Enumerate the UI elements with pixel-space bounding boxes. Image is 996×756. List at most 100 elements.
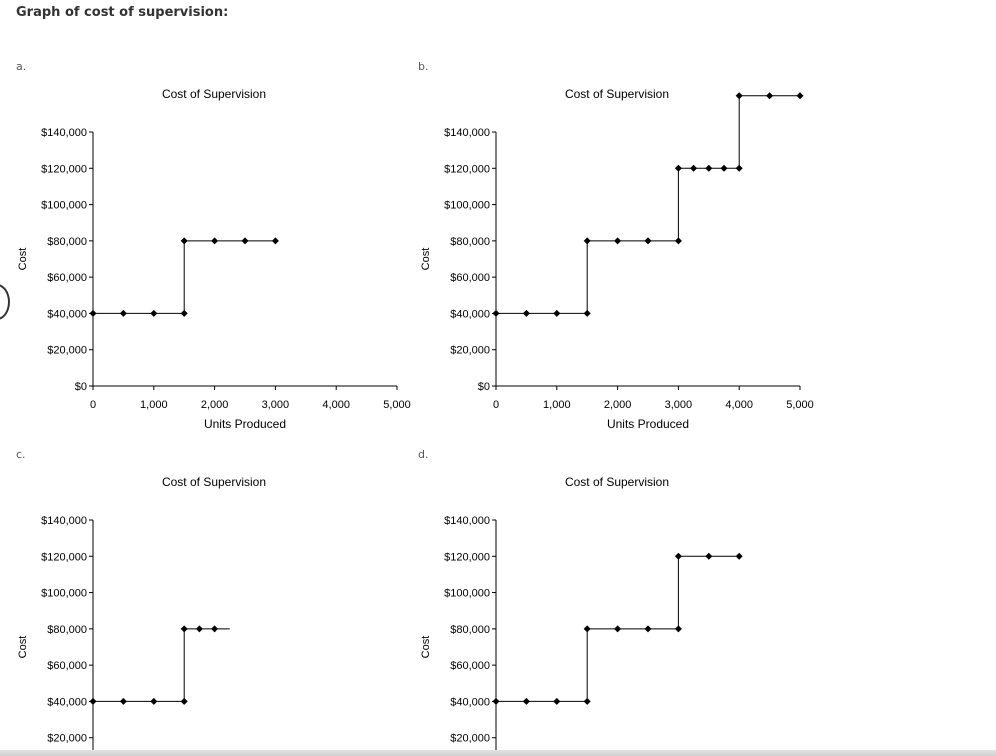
y-tick-label: $140,000 — [444, 127, 490, 139]
x-axis-title: Units Produced — [204, 417, 286, 431]
data-point-marker — [522, 309, 530, 317]
data-point-marker — [180, 697, 188, 705]
option-label-d[interactable]: d. — [418, 448, 429, 461]
chart-panel-b: Cost of Supervision $0 $20,000 $40,000 $60,0… — [403, 80, 833, 440]
data-point-marker — [766, 92, 774, 100]
y-tick-label: $120,000 — [444, 551, 490, 563]
data-point-marker — [119, 697, 127, 705]
data-point-marker — [614, 237, 622, 245]
chart-title: Cost of Supervision — [565, 475, 669, 489]
x-tick-label: 5,000 — [786, 399, 814, 411]
data-point-marker — [195, 625, 203, 633]
y-tick-label: $80,000 — [47, 236, 87, 248]
data-point-marker — [614, 625, 622, 633]
x-tick-label: 1,000 — [543, 399, 571, 411]
y-axis-title: Cost — [420, 636, 432, 659]
chart-title: Cost of Supervision — [565, 87, 669, 101]
data-point-marker — [674, 237, 682, 245]
data-point-marker — [150, 309, 158, 317]
x-tick-label: 5,000 — [383, 399, 411, 411]
y-tick-label: $20,000 — [47, 733, 87, 745]
data-point-marker — [674, 164, 682, 172]
data-point-marker — [211, 237, 219, 245]
x-tick-label: 4,000 — [725, 399, 753, 411]
x-tick-label: 1,000 — [140, 399, 168, 411]
y-tick-label: $100,000 — [41, 588, 87, 600]
data-point-marker — [522, 697, 530, 705]
x-tick-label: 3,000 — [665, 399, 693, 411]
data-point-marker — [796, 92, 804, 100]
data-point-marker — [735, 92, 743, 100]
data-point-marker — [720, 164, 728, 172]
x-tick-label: 0 — [493, 399, 499, 411]
data-point-marker — [241, 237, 249, 245]
y-tick-label: $20,000 — [450, 345, 490, 357]
data-point-marker — [644, 237, 652, 245]
step-cost-line — [93, 628, 230, 702]
y-tick-label: $120,000 — [444, 163, 490, 175]
y-tick-label: $60,000 — [450, 660, 490, 672]
y-tick-label: $120,000 — [41, 163, 87, 175]
option-label-c[interactable]: c. — [16, 448, 26, 461]
y-tick-label: $140,000 — [41, 127, 87, 139]
data-point-marker — [271, 237, 279, 245]
data-point-marker — [180, 309, 188, 317]
data-point-marker — [119, 309, 127, 317]
step-cost-line — [496, 555, 740, 702]
y-tick-label: $60,000 — [47, 660, 87, 672]
data-point-marker — [705, 164, 713, 172]
x-tick-label: 4,000 — [322, 399, 350, 411]
chart-b: Cost of Supervision $0 $20,000 $40,000 $60,0… — [420, 87, 814, 431]
y-tick-label: $20,000 — [47, 345, 87, 357]
y-tick-label: $100,000 — [444, 200, 490, 212]
chart-d: Cost of Supervision $20,000 $40,000 $60,000… — [420, 475, 743, 750]
y-tick-label: $20,000 — [450, 733, 490, 745]
y-tick-label: $0 — [75, 381, 87, 393]
data-point-marker — [583, 625, 591, 633]
x-tick-label: 2,000 — [201, 399, 229, 411]
chart-a: Cost of Supervision $0 $20,000 $40,000 $60,0… — [17, 87, 411, 431]
chart-title: Cost of Supervision — [162, 87, 266, 101]
x-axis-title: Units Produced — [607, 417, 689, 431]
y-tick-label: $80,000 — [450, 236, 490, 248]
data-point-marker — [705, 552, 713, 560]
data-point-marker — [735, 552, 743, 560]
data-point-marker — [644, 625, 652, 633]
y-tick-label: $80,000 — [47, 624, 87, 636]
data-point-marker — [150, 697, 158, 705]
data-point-marker — [583, 697, 591, 705]
data-point-marker — [690, 164, 698, 172]
x-tick-label: 3,000 — [262, 399, 290, 411]
y-tick-label: $40,000 — [47, 308, 87, 320]
y-axis-title: Cost — [17, 636, 29, 659]
step-cost-line — [93, 240, 276, 314]
chart-title: Cost of Supervision — [162, 475, 266, 489]
y-axis-title: Cost — [420, 248, 432, 271]
data-point-marker — [211, 625, 219, 633]
chart-c: Cost of Supervision $20,000 $40,000 $60,000… — [17, 475, 266, 750]
step-cost-line — [496, 95, 800, 314]
data-point-marker — [583, 237, 591, 245]
option-label-a[interactable]: a. — [16, 60, 27, 73]
chart-panel-c: Cost of Supervision $20,000 $40,000 $60,000… — [0, 468, 430, 750]
data-point-marker — [180, 625, 188, 633]
y-tick-label: $0 — [478, 381, 490, 393]
option-label-b[interactable]: b. — [418, 60, 429, 73]
data-point-marker — [492, 309, 500, 317]
data-point-marker — [583, 309, 591, 317]
data-point-marker — [553, 309, 561, 317]
y-tick-label: $140,000 — [41, 515, 87, 527]
data-point-marker — [674, 552, 682, 560]
y-tick-label: $80,000 — [450, 624, 490, 636]
x-tick-label: 2,000 — [604, 399, 632, 411]
data-point-marker — [180, 237, 188, 245]
y-tick-label: $100,000 — [444, 588, 490, 600]
y-tick-label: $100,000 — [41, 200, 87, 212]
window-bottom-edge — [0, 750, 996, 756]
y-tick-label: $40,000 — [47, 696, 87, 708]
y-tick-label: $60,000 — [450, 272, 490, 284]
data-point-marker — [492, 697, 500, 705]
data-point-marker — [735, 164, 743, 172]
y-tick-label: $40,000 — [450, 696, 490, 708]
y-tick-label: $120,000 — [41, 551, 87, 563]
